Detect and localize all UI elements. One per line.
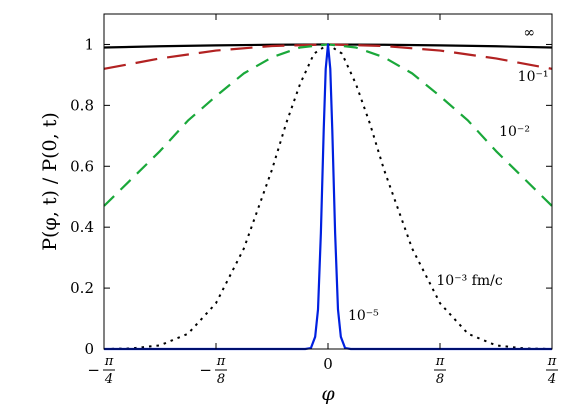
x-tick-numerator: π bbox=[104, 354, 114, 369]
series-line-3 bbox=[104, 43, 552, 350]
x-tick-numerator: π bbox=[435, 354, 445, 369]
y-tick-label: 0.4 bbox=[70, 218, 94, 236]
plot-area bbox=[103, 43, 553, 351]
x-tick-sign: − bbox=[87, 361, 100, 379]
x-axis-label: φ bbox=[321, 383, 335, 405]
series-annotation-2: 10⁻² bbox=[499, 124, 530, 140]
x-tick-sign: − bbox=[199, 361, 212, 379]
x-tick-denominator: 8 bbox=[217, 372, 225, 387]
x-tick-denominator: 8 bbox=[436, 372, 444, 387]
y-axis-label: P(φ, t) / P(0, t) bbox=[39, 112, 61, 251]
series-annotation-4: 10⁻⁵ bbox=[348, 308, 379, 324]
x-tick-denominator: 4 bbox=[104, 372, 113, 387]
x-tick-denominator: 4 bbox=[547, 372, 556, 387]
series-annotation-1: 10⁻¹ bbox=[518, 69, 549, 85]
y-tick-label: 1 bbox=[84, 35, 94, 53]
series-annotation-3: 10⁻³ fm/c bbox=[436, 273, 502, 289]
x-tick-numerator: π bbox=[547, 354, 557, 369]
series-line-2 bbox=[103, 43, 553, 207]
y-tick-label: 0.2 bbox=[70, 279, 94, 297]
y-tick-label: 0 bbox=[84, 340, 94, 358]
x-tick-numerator: π bbox=[216, 354, 226, 369]
series-line-4 bbox=[104, 43, 552, 351]
plot-frame bbox=[103, 13, 553, 350]
x-tick-label: 0 bbox=[323, 355, 333, 373]
y-tick-label: 0.8 bbox=[70, 96, 94, 114]
annotations: ∞ 10⁻¹ 10⁻² 10⁻³ fm/c 10⁻⁵ bbox=[348, 25, 549, 324]
y-tick-label: 0.6 bbox=[70, 157, 94, 175]
series-annotation-0: ∞ bbox=[523, 25, 535, 41]
